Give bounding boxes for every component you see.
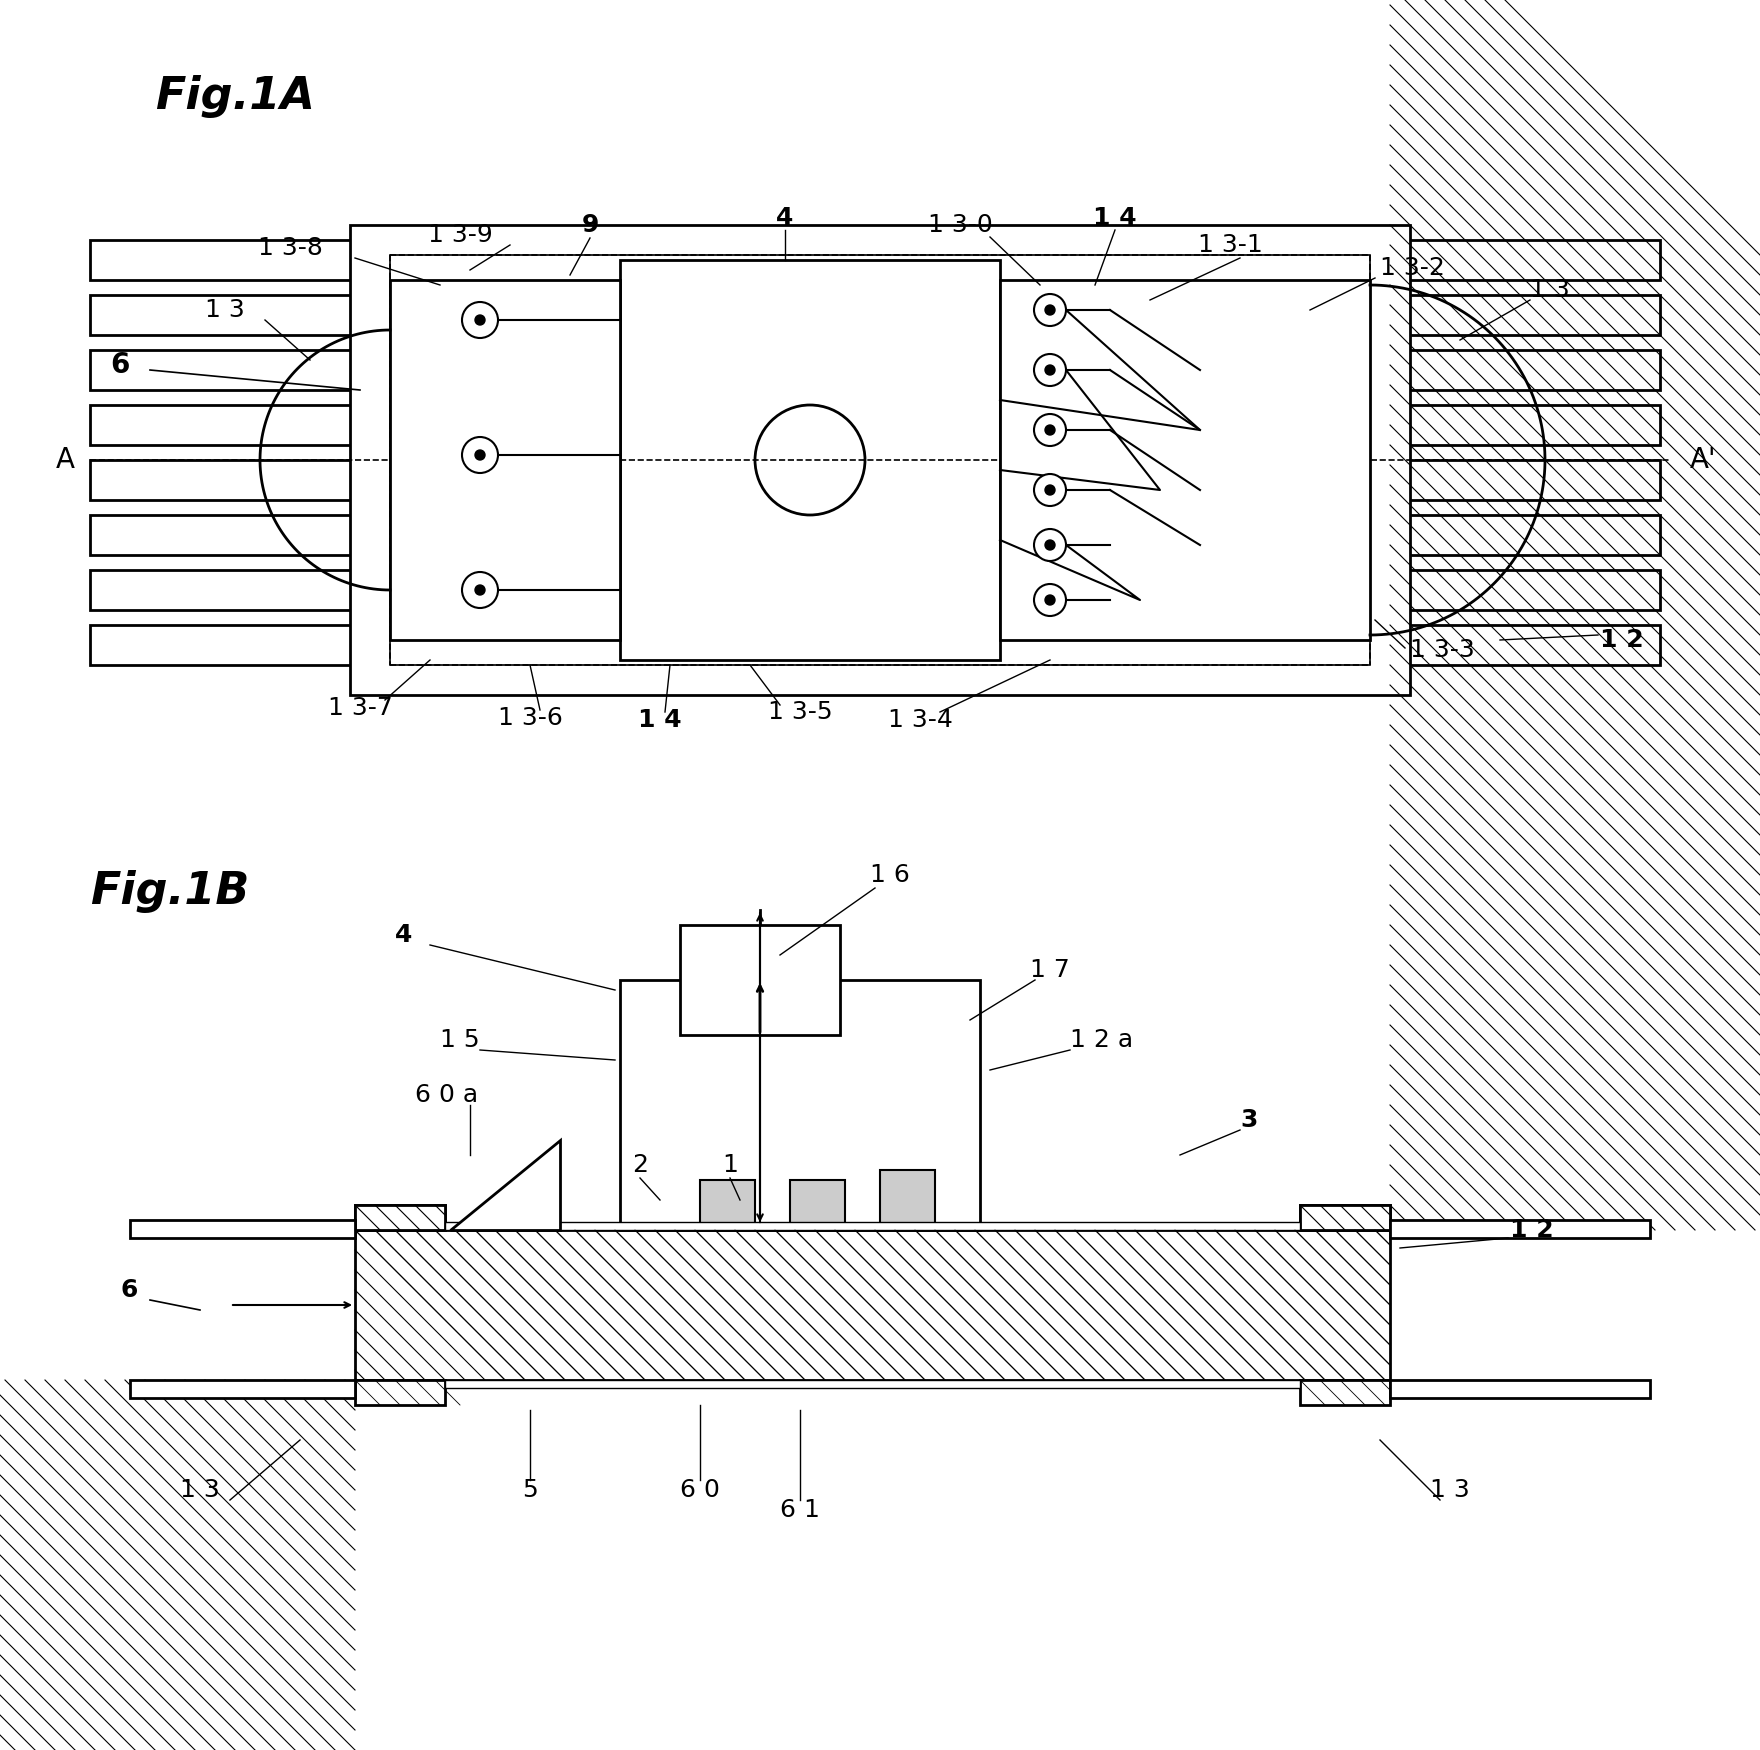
Bar [445,1381,1301,1388]
Bar [700,1180,755,1230]
Text: 1 3-0: 1 3-0 [928,214,993,236]
Circle shape [461,438,498,472]
Text: 1 3: 1 3 [1429,1479,1470,1502]
Bar [1390,1220,1651,1237]
Text: 1 7: 1 7 [1030,957,1070,982]
Text: 5: 5 [523,1479,539,1502]
Bar [391,255,1369,665]
Bar [130,1220,356,1237]
Bar [1301,1206,1390,1230]
Bar [90,460,361,500]
Text: 6 0 a: 6 0 a [415,1083,479,1108]
Bar [90,240,361,280]
Bar [356,1206,445,1230]
Circle shape [1045,366,1054,374]
Text: 1 2 a: 1 2 a [1070,1027,1133,1052]
Circle shape [475,584,486,595]
Bar [90,404,361,444]
Bar [1390,625,1660,665]
Text: 1 3-1: 1 3-1 [1197,233,1262,257]
Bar [356,1230,1390,1381]
Bar [445,1222,1301,1230]
Circle shape [1035,415,1067,446]
Text: 9: 9 [581,214,598,236]
Bar [1390,350,1660,390]
Bar [679,926,840,1034]
Text: 4: 4 [776,206,794,229]
Text: 6: 6 [120,1278,137,1302]
Bar [391,280,620,640]
Bar [1390,514,1660,555]
Text: 1 5: 1 5 [440,1027,480,1052]
Circle shape [1035,584,1067,616]
Text: 1 3-5: 1 3-5 [767,700,832,724]
Circle shape [1045,595,1054,605]
Bar [90,625,361,665]
Circle shape [1045,304,1054,315]
Circle shape [475,450,486,460]
Text: Fig.1B: Fig.1B [90,870,250,914]
Text: 1 4: 1 4 [639,709,681,731]
Circle shape [461,303,498,338]
Text: 1 2: 1 2 [1510,1218,1554,1242]
Text: A': A' [1690,446,1716,474]
Circle shape [1035,294,1067,326]
Text: 6 0: 6 0 [679,1479,720,1502]
Circle shape [1045,485,1054,495]
Circle shape [1035,354,1067,387]
Bar [1390,404,1660,444]
Text: 1 2: 1 2 [1600,628,1644,653]
Bar [1390,296,1660,334]
Text: A: A [56,446,76,474]
Text: Fig.1A: Fig.1A [155,75,315,117]
Text: 1 6: 1 6 [869,863,910,887]
Bar [1301,1206,1390,1230]
Bar [90,570,361,611]
Polygon shape [451,1139,560,1230]
Circle shape [1035,474,1067,506]
Text: 1 3-6: 1 3-6 [498,705,563,730]
Text: 4: 4 [394,922,412,947]
Text: 1 3-4: 1 3-4 [887,709,952,731]
Text: 1 3-8: 1 3-8 [257,236,322,261]
Bar [880,1171,935,1225]
Bar [1390,1381,1651,1398]
Bar [90,514,361,555]
Text: 1 3-3: 1 3-3 [1410,639,1475,662]
Circle shape [1045,541,1054,550]
Text: 1 3: 1 3 [1529,278,1570,303]
Circle shape [1035,528,1067,562]
Text: 1 3: 1 3 [180,1479,220,1502]
Text: 6 1: 6 1 [780,1498,820,1522]
Bar [90,350,361,390]
Bar [1390,570,1660,611]
Text: 1: 1 [722,1153,737,1178]
Bar [620,980,980,1230]
Circle shape [461,572,498,607]
Text: 1 3-9: 1 3-9 [428,222,493,247]
Text: 1 3-2: 1 3-2 [1380,255,1445,280]
Bar [90,296,361,334]
Bar [1301,1381,1390,1405]
Text: 1 4: 1 4 [1093,206,1137,229]
Text: 2: 2 [632,1153,648,1178]
Bar [356,1381,445,1405]
Bar [1390,240,1660,280]
Bar [130,1381,356,1398]
Bar [350,226,1410,695]
Circle shape [475,315,486,326]
Text: 1 3-7: 1 3-7 [327,696,392,719]
Bar [1000,280,1369,640]
Bar [1390,460,1660,500]
Bar [620,261,1000,660]
Text: 3: 3 [1241,1108,1257,1132]
Bar [356,1206,445,1230]
Bar [790,1180,845,1230]
Circle shape [1045,425,1054,436]
Text: 1 3: 1 3 [204,298,245,322]
Text: 6: 6 [111,352,130,380]
